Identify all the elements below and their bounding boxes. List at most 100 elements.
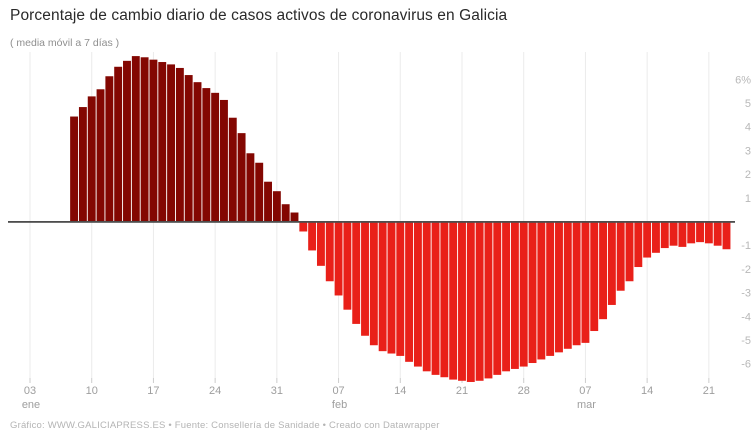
bar-negative bbox=[325, 222, 334, 282]
bar-negative bbox=[334, 222, 343, 296]
bar-negative bbox=[510, 222, 519, 369]
bar-positive bbox=[175, 67, 184, 222]
bar-negative bbox=[378, 222, 387, 352]
bar-negative bbox=[528, 222, 537, 364]
bar-positive bbox=[131, 56, 140, 222]
y-axis-label: -3 bbox=[741, 288, 751, 300]
x-axis-month-label: mar bbox=[577, 399, 596, 411]
bar-negative bbox=[546, 222, 555, 356]
bar-positive bbox=[70, 116, 79, 222]
bar-positive bbox=[158, 62, 167, 222]
x-axis-label: 07 bbox=[332, 385, 344, 397]
y-axis-label: -5 bbox=[741, 335, 751, 347]
bar-negative bbox=[484, 222, 493, 379]
bar-negative bbox=[660, 222, 669, 249]
bar-positive bbox=[114, 66, 123, 223]
x-axis-label: 21 bbox=[703, 385, 715, 397]
bar-negative bbox=[572, 222, 581, 346]
chart-subtitle: ( media móvil a 7 días ) bbox=[10, 37, 120, 49]
bar-negative bbox=[449, 222, 458, 380]
bar-negative bbox=[704, 222, 713, 244]
bar-positive bbox=[237, 133, 246, 223]
y-axis-label: -1 bbox=[741, 240, 751, 252]
bar-negative bbox=[343, 222, 352, 310]
bar-negative bbox=[396, 222, 405, 356]
bar-positive bbox=[255, 162, 264, 222]
bar-positive bbox=[272, 191, 281, 222]
bar-negative bbox=[475, 222, 484, 381]
bar-negative bbox=[308, 222, 317, 251]
bar-negative bbox=[361, 222, 369, 336]
y-axis-label: -2 bbox=[741, 264, 751, 276]
bar-negative bbox=[316, 222, 325, 266]
bar-positive bbox=[246, 153, 255, 222]
zero-axis-line bbox=[8, 221, 735, 223]
bar-positive bbox=[123, 60, 131, 223]
bar-negative bbox=[299, 222, 308, 232]
x-axis-label: 28 bbox=[518, 385, 530, 397]
bar-negative bbox=[466, 222, 475, 382]
bar-negative bbox=[722, 222, 731, 250]
bar-positive bbox=[202, 88, 211, 222]
bar-negative bbox=[440, 222, 449, 378]
source-credit: Gráfico: WWW.GALICIAPRESS.ES • Fuente: C… bbox=[10, 420, 440, 431]
x-axis-label: 31 bbox=[271, 385, 283, 397]
bar-positive bbox=[220, 99, 228, 222]
y-axis-label: 6% bbox=[735, 74, 751, 86]
bar-positive bbox=[193, 82, 202, 222]
page-title: Porcentaje de cambio diario de casos act… bbox=[10, 7, 508, 24]
bar-negative bbox=[607, 222, 616, 305]
x-axis-label: 17 bbox=[147, 385, 159, 397]
bar-negative bbox=[634, 222, 643, 268]
bar-negative bbox=[431, 222, 440, 375]
bar-negative bbox=[696, 222, 704, 243]
x-axis-month-label: ene bbox=[22, 399, 40, 411]
y-axis-label: 4 bbox=[745, 122, 751, 134]
bar-negative bbox=[519, 222, 528, 367]
bar-positive bbox=[87, 96, 96, 222]
bar-negative bbox=[616, 222, 625, 291]
y-axis-label: 3 bbox=[745, 145, 751, 157]
bar-positive bbox=[228, 117, 237, 222]
bar-negative bbox=[537, 222, 546, 360]
bar-negative bbox=[493, 222, 502, 375]
x-axis-label: 21 bbox=[456, 385, 468, 397]
y-axis-label: 2 bbox=[745, 169, 751, 181]
x-axis-label: 07 bbox=[579, 385, 591, 397]
bar-positive bbox=[78, 107, 87, 222]
bar-negative bbox=[669, 222, 678, 246]
bar-negative bbox=[458, 222, 466, 381]
bar-positive bbox=[264, 181, 272, 222]
bar-negative bbox=[625, 222, 634, 282]
bar-negative bbox=[599, 222, 608, 320]
bar-negative bbox=[555, 222, 563, 353]
bar-negative bbox=[405, 222, 414, 362]
bar-negative bbox=[387, 222, 396, 354]
bar-negative bbox=[581, 222, 590, 343]
bar-positive bbox=[211, 92, 220, 222]
bar-positive bbox=[281, 204, 290, 222]
x-axis-label: 03 bbox=[24, 385, 36, 397]
bar-negative bbox=[678, 222, 687, 247]
y-axis-label: -6 bbox=[741, 359, 751, 371]
x-axis-label: 24 bbox=[209, 385, 221, 397]
x-axis-label: 14 bbox=[394, 385, 406, 397]
bar-negative bbox=[652, 222, 660, 253]
x-axis-month-label: feb bbox=[332, 399, 347, 411]
y-axis-label: 5 bbox=[745, 98, 751, 110]
bar-negative bbox=[563, 222, 572, 349]
bar-negative bbox=[369, 222, 378, 346]
x-axis-label: 10 bbox=[86, 385, 98, 397]
bar-positive bbox=[96, 89, 105, 222]
bar-negative bbox=[687, 222, 696, 244]
bar-negative bbox=[590, 222, 599, 332]
y-axis-label: 1 bbox=[745, 193, 751, 205]
bar-positive bbox=[167, 64, 176, 223]
x-axis-label: 14 bbox=[641, 385, 653, 397]
bar-negative bbox=[502, 222, 511, 372]
bar-negative bbox=[713, 222, 722, 246]
bar-positive bbox=[290, 212, 299, 222]
bar-positive bbox=[140, 57, 149, 222]
bar-positive bbox=[105, 76, 114, 222]
